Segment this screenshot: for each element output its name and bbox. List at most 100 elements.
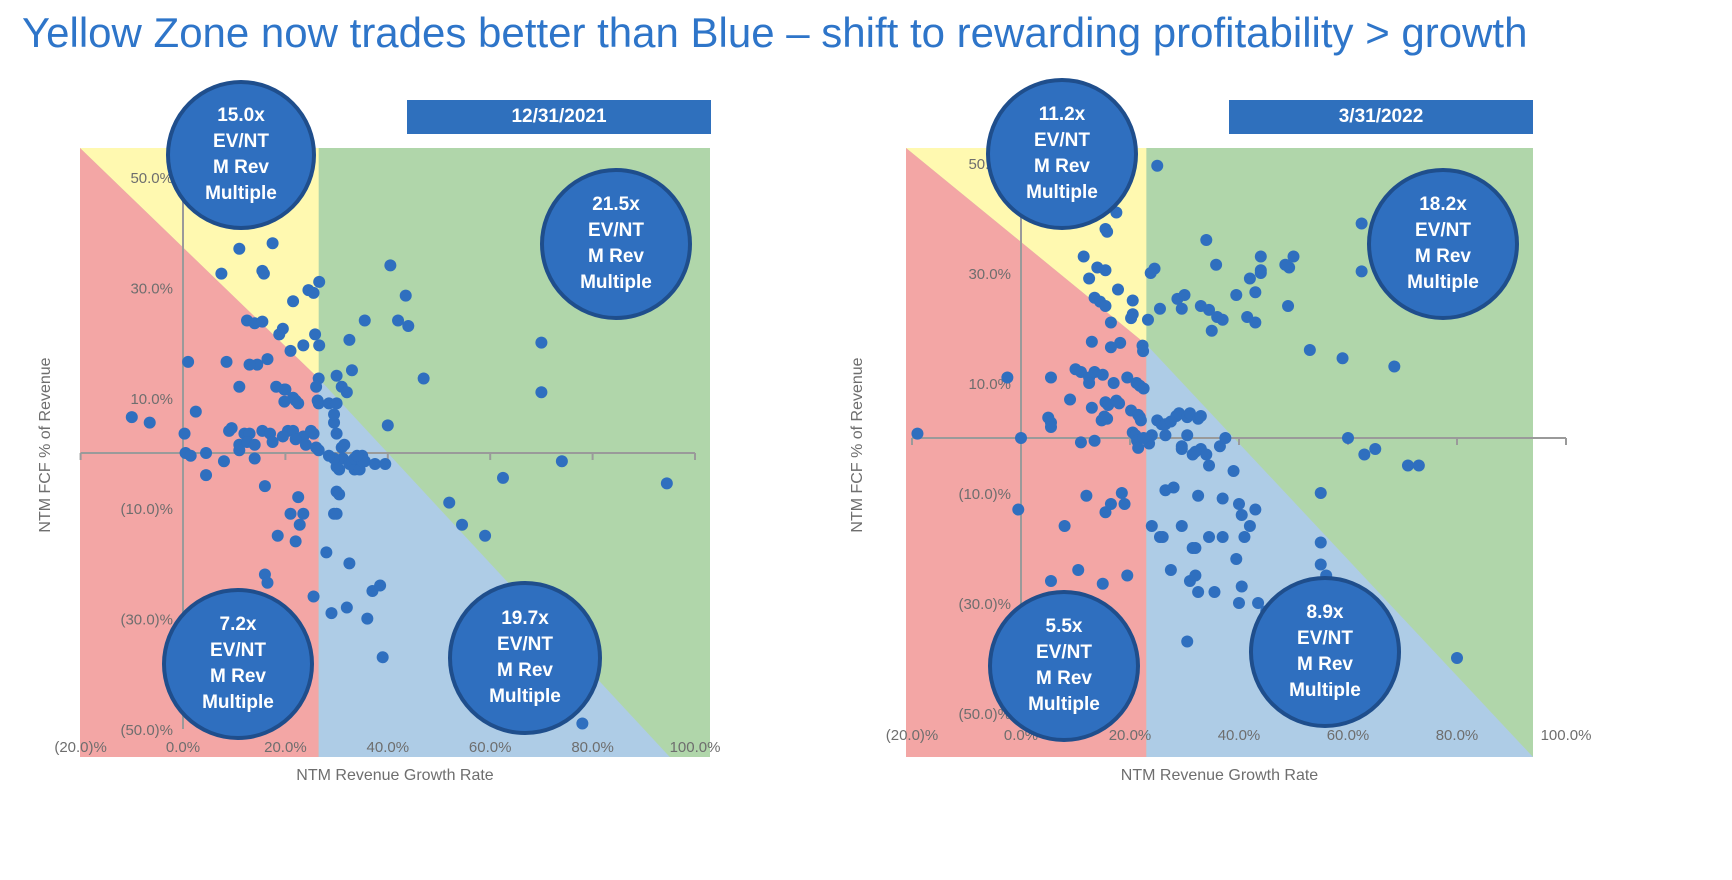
data-point	[1243, 520, 1256, 532]
data-point	[1077, 250, 1090, 263]
data-point	[305, 424, 317, 437]
zone-bubble-blue-2022: 8.9x EV/NT M Rev Multiple	[1249, 576, 1401, 728]
zone-label-line: EV/NT	[1415, 220, 1471, 241]
data-point	[178, 427, 191, 440]
data-point	[1080, 489, 1093, 502]
data-point	[1230, 553, 1243, 565]
data-point	[248, 438, 261, 451]
y-axis-title: NTM FCF % of Revenue	[849, 357, 866, 532]
data-point	[1113, 397, 1126, 410]
data-point	[1233, 597, 1245, 609]
zone-label-line: M Rev	[1036, 668, 1092, 689]
data-point	[266, 237, 279, 250]
y-tick-label: (30.0)%	[120, 612, 173, 629]
data-point	[1044, 575, 1057, 587]
data-point	[1167, 481, 1180, 494]
zone-label-line: M Rev	[210, 666, 266, 687]
data-point	[289, 433, 302, 446]
data-point	[1181, 429, 1194, 442]
data-point	[333, 488, 346, 501]
data-point	[312, 444, 325, 457]
data-point	[1401, 459, 1414, 472]
data-point	[535, 386, 548, 399]
data-point	[369, 458, 381, 471]
data-point	[1178, 289, 1191, 301]
data-point	[1192, 586, 1205, 598]
data-point	[1134, 414, 1147, 427]
x-tick-label: 60.0%	[469, 739, 512, 756]
x-tick-label: (20.0)%	[54, 739, 107, 756]
data-point	[443, 496, 456, 509]
data-point	[374, 579, 387, 592]
x-tick-label: 40.0%	[367, 739, 410, 756]
data-point	[384, 259, 397, 272]
data-point	[220, 355, 233, 368]
data-point	[299, 438, 312, 451]
zone-bubble-yellow-2022: 11.2x EV/NT M Rev Multiple	[986, 78, 1138, 230]
data-point	[325, 607, 338, 620]
data-point	[233, 242, 246, 255]
data-point	[1118, 498, 1131, 510]
zone-label-line: Multiple	[205, 183, 277, 204]
data-point	[182, 355, 195, 368]
data-point	[1175, 443, 1188, 455]
data-point	[1355, 265, 1368, 278]
zone-bubble-green-2022: 18.2x EV/NT M Rev Multiple	[1367, 168, 1519, 320]
data-point	[1098, 410, 1111, 423]
data-point	[1141, 313, 1154, 326]
data-point	[276, 430, 289, 443]
data-point	[1088, 434, 1101, 447]
zone-label-line: Multiple	[202, 692, 274, 713]
data-point	[330, 507, 343, 520]
data-point	[1200, 448, 1213, 461]
data-point	[1083, 377, 1096, 389]
data-point	[261, 353, 274, 366]
data-point	[297, 507, 310, 520]
zone-label-line: Multiple	[580, 272, 652, 293]
zone-bubble-red-2022: 5.5x EV/NT M Rev Multiple	[988, 590, 1140, 742]
data-point	[1249, 286, 1262, 299]
data-point	[1085, 335, 1098, 348]
zone-label-line: EV/NT	[1034, 130, 1090, 151]
data-point	[1252, 597, 1265, 609]
data-point	[376, 651, 389, 664]
data-point	[322, 449, 335, 462]
data-point	[1254, 267, 1267, 279]
data-point	[1072, 564, 1085, 576]
zone-label-line: EV/NT	[588, 220, 644, 241]
data-point	[1101, 225, 1114, 238]
data-point	[1121, 371, 1134, 384]
x-tick-label: 20.0%	[264, 739, 307, 756]
data-point	[1096, 368, 1109, 381]
data-point	[1064, 393, 1077, 406]
data-point	[1238, 531, 1251, 543]
data-point	[233, 380, 246, 393]
zone-multiple: 7.2x	[219, 614, 257, 635]
data-point	[1104, 316, 1117, 329]
data-point	[1156, 531, 1169, 543]
x-tick-label: 80.0%	[571, 739, 614, 756]
data-point	[1085, 401, 1098, 414]
data-point	[1216, 531, 1229, 543]
zone-label-line: M Rev	[1297, 654, 1353, 675]
data-point	[310, 380, 323, 393]
data-point	[1044, 421, 1057, 433]
zone-label-line: M Rev	[497, 660, 553, 681]
data-point	[1355, 217, 1368, 230]
data-point	[1235, 509, 1248, 521]
data-point	[1112, 283, 1125, 296]
data-point	[1216, 313, 1229, 326]
zone-label-line: M Rev	[1415, 246, 1471, 267]
data-point	[1137, 382, 1150, 395]
y-tick-label: (50.0)%	[958, 706, 1011, 723]
data-point	[1203, 531, 1216, 543]
data-point	[1205, 324, 1218, 337]
data-point	[340, 601, 353, 614]
data-point	[1107, 377, 1120, 389]
data-point	[307, 286, 320, 299]
data-point	[1451, 652, 1463, 664]
data-point	[1125, 312, 1138, 325]
data-point	[1342, 432, 1354, 444]
data-point	[1200, 234, 1213, 246]
zone-label-line: Multiple	[1026, 182, 1098, 203]
